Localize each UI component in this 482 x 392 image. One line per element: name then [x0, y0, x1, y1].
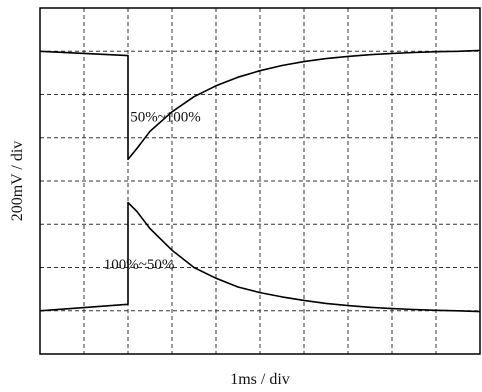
annotation-label-2: 100%~50% [104, 257, 175, 273]
series-line-2 [39, 201, 481, 313]
series-group [39, 49, 481, 313]
x-axis-label: 1ms / div [230, 371, 290, 388]
grid [40, 8, 480, 354]
annotation-group: 50%~100% 100%~50% [104, 110, 201, 273]
plot-frame [39, 7, 481, 355]
series-line-1 [39, 49, 481, 161]
y-axis-label: 200mV / div [9, 141, 26, 222]
annotation-label-1: 50%~100% [130, 110, 201, 126]
